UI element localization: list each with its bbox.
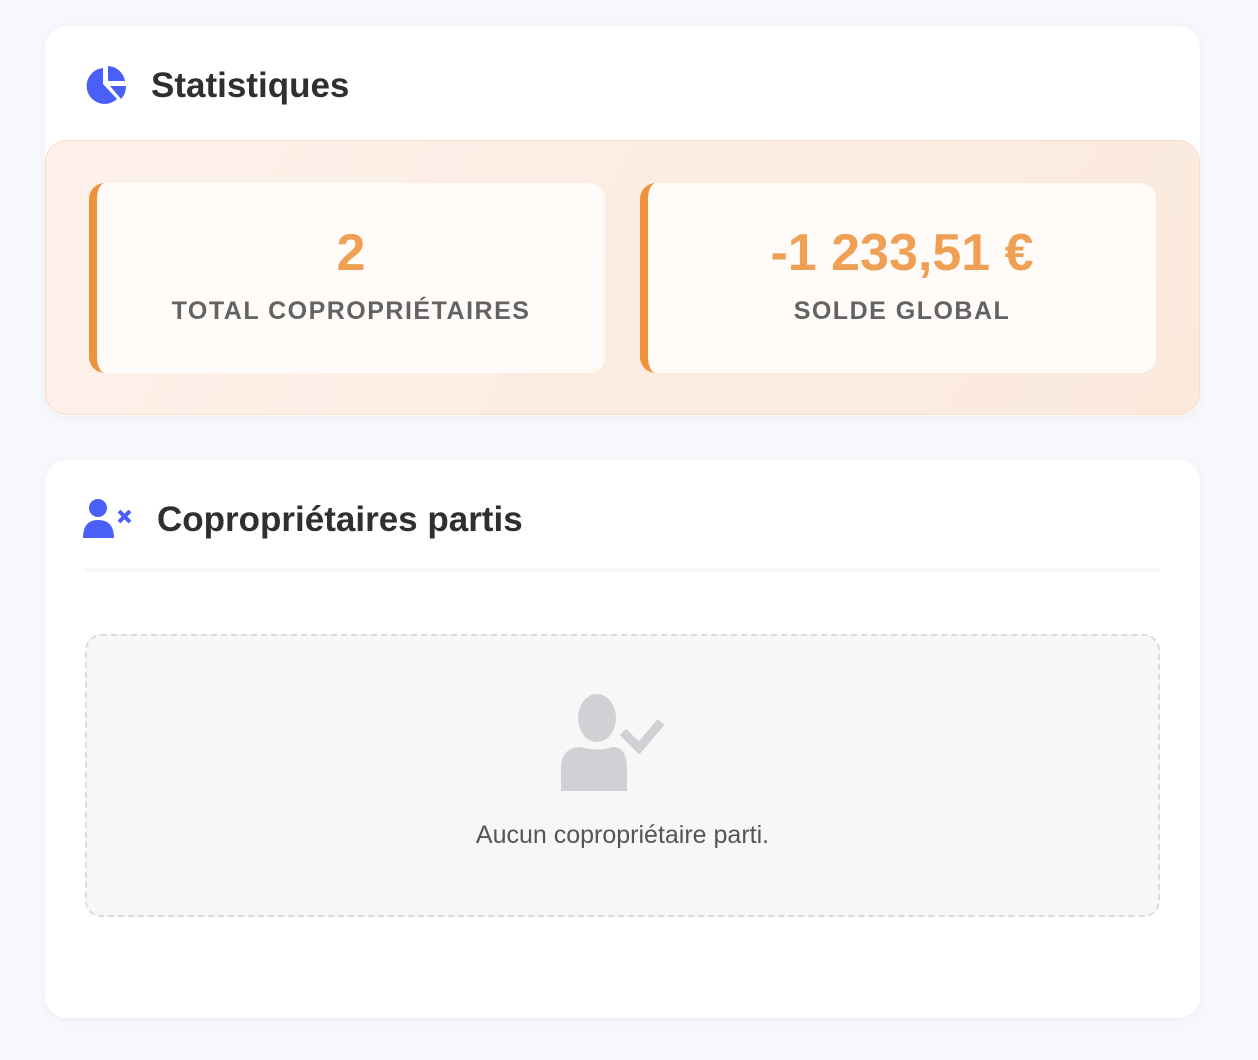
chart-pie-icon	[86, 66, 127, 104]
stats-panel: 2 TOTAL COPROPRIÉTAIRES -1 233,51 € SOLD…	[45, 140, 1200, 415]
statistics-card: Statistiques 2 TOTAL COPROPRIÉTAIRES -1 …	[45, 26, 1200, 416]
stat-value: -1 233,51 €	[770, 224, 1034, 282]
stat-label: SOLDE GLOBAL	[793, 297, 1011, 325]
empty-message: Aucun copropriétaire parti.	[475, 821, 770, 849]
stat-global-balance: -1 233,51 € SOLDE GLOBAL	[640, 183, 1156, 373]
stat-value: 2	[336, 224, 366, 282]
departed-coowners-card: Copropriétaires partis Aucun copropriéta…	[45, 460, 1200, 1018]
departed-title: Copropriétaires partis	[157, 500, 523, 539]
user-xmark-icon	[83, 499, 132, 538]
empty-state: Aucun copropriétaire parti.	[85, 634, 1160, 917]
departed-header: Copropriétaires partis	[83, 498, 523, 542]
stat-total-coowners: 2 TOTAL COPROPRIÉTAIRES	[89, 183, 605, 373]
divider	[85, 568, 1160, 572]
statistics-header: Statistiques	[83, 64, 349, 108]
stat-label: TOTAL COPROPRIÉTAIRES	[171, 297, 531, 325]
statistics-title: Statistiques	[151, 66, 350, 105]
user-check-icon	[561, 694, 665, 791]
